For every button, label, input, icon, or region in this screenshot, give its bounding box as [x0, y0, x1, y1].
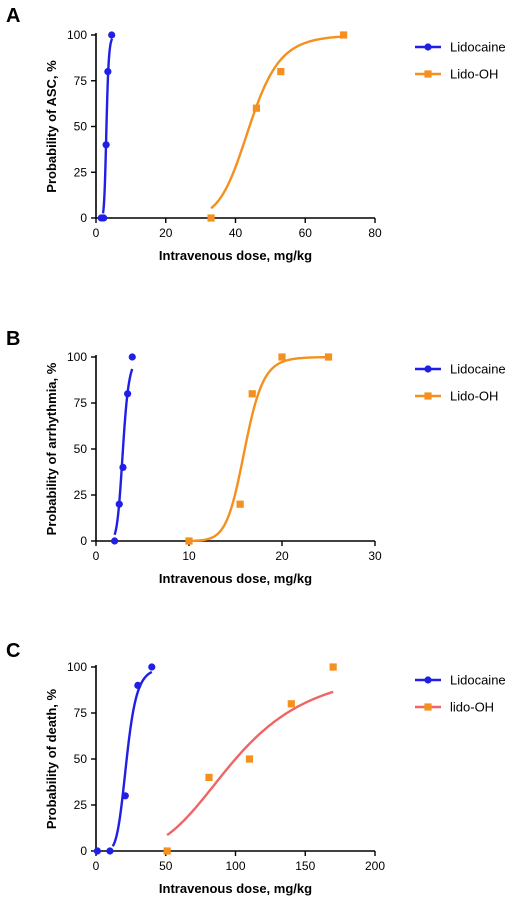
panel-letter: A [6, 5, 20, 27]
data-point [102, 141, 110, 149]
legend-label: Lidocaine [450, 40, 506, 55]
data-point [207, 214, 215, 222]
legend-label: Lido-OH [450, 67, 498, 82]
legend-label: Lido-OH [450, 389, 498, 404]
y-tick-label: 0 [80, 534, 87, 548]
x-tick-label: 20 [275, 549, 289, 563]
fit-curve [188, 355, 329, 543]
x-tick-label: 20 [159, 226, 173, 240]
x-tick-label: 10 [182, 549, 196, 563]
x-tick-label: 0 [93, 226, 100, 240]
data-point [106, 847, 114, 855]
y-tick-label: 0 [80, 844, 87, 858]
x-tick-label: 50 [159, 859, 173, 873]
x-tick-label: 0 [93, 859, 100, 873]
data-point [124, 390, 132, 398]
data-point [278, 353, 286, 361]
data-point [163, 847, 171, 855]
data-point [340, 31, 348, 39]
y-tick-label: 50 [74, 442, 88, 456]
data-point [115, 500, 123, 508]
legend-marker [424, 703, 432, 711]
y-tick-label: 75 [74, 396, 88, 410]
data-point [148, 663, 156, 671]
fit-curve [101, 37, 114, 215]
y-tick-label: 50 [74, 120, 88, 134]
data-point [205, 773, 213, 781]
y-tick-label: 0 [80, 211, 87, 225]
x-tick-label: 100 [225, 859, 245, 873]
data-point [324, 353, 333, 361]
y-tick-label: 75 [74, 706, 88, 720]
x-tick-label: 60 [299, 226, 313, 240]
x-tick-label: 80 [368, 226, 382, 240]
x-tick-label: 150 [295, 859, 315, 873]
chart-panel-c: C 0 50 100 150 200 0 25 50 75 100 Intravenous dose,… [6, 640, 506, 896]
legend-marker [424, 676, 432, 684]
data-point [93, 847, 101, 855]
data-point [236, 500, 244, 508]
legend-label: Lidocaine [450, 362, 506, 377]
data-point [121, 792, 129, 800]
data-point [100, 214, 108, 222]
data-point [111, 537, 119, 545]
panel-letter: C [6, 640, 20, 662]
x-tick-label: 0 [93, 549, 100, 563]
y-tick-label: 100 [67, 28, 87, 42]
y-tick-label: 25 [74, 488, 88, 502]
fit-curve [166, 690, 334, 837]
legend-marker [424, 392, 432, 400]
y-tick-label: 100 [67, 660, 87, 674]
fit-curve [111, 670, 153, 847]
series-lidocaine [93, 663, 156, 855]
x-tick-label: 200 [365, 859, 385, 873]
x-tick-label: 30 [368, 549, 382, 563]
data-point [277, 68, 285, 76]
data-point [128, 353, 136, 361]
data-point [248, 390, 256, 398]
y-tick-label: 25 [74, 165, 88, 179]
legend-label: Lidocaine [450, 673, 506, 688]
y-tick-label: 100 [67, 350, 87, 364]
data-point [108, 31, 116, 39]
data-point [134, 681, 142, 690]
x-tick-label: 40 [229, 226, 243, 240]
y-axis-label: Probability of ASC, % [44, 60, 59, 193]
data-point [119, 463, 127, 471]
y-tick-label: 75 [74, 74, 88, 88]
x-axis-label: Intravenous dose, mg/kg [159, 881, 312, 896]
data-point [329, 663, 337, 671]
y-tick-label: 50 [74, 752, 88, 766]
y-axis-label: Probability of death, % [44, 688, 59, 829]
data-point [245, 755, 254, 763]
series-lido-oh [207, 31, 348, 222]
legend-marker [424, 70, 432, 78]
data-point [104, 68, 112, 76]
chart-panel-a: A 0 20 40 60 80 0 25 50 75 100 Intravenous dose, mg… [6, 5, 506, 263]
y-axis-label: Probability of arrhythmia, % [44, 362, 59, 535]
chart-panel-b: B 0 10 20 30 0 25 50 75 100 Intravenous dose, mg/k… [6, 328, 506, 586]
x-axis-label: Intravenous dose, mg/kg [159, 571, 312, 586]
panel-letter: B [6, 328, 20, 350]
x-axis-label: Intravenous dose, mg/kg [159, 248, 312, 263]
data-point [252, 104, 261, 112]
data-point [185, 537, 193, 545]
data-point [287, 700, 295, 708]
y-tick-label: 25 [74, 798, 88, 812]
series-lido-oh [163, 663, 337, 855]
legend-marker [424, 43, 432, 51]
series-lido-oh [185, 353, 333, 545]
series-lidocaine [111, 353, 136, 545]
series-lidocaine [97, 31, 116, 222]
fit-curve [113, 368, 134, 536]
fit-curve [210, 35, 344, 210]
legend-marker [424, 365, 432, 373]
legend-label: lido-OH [450, 700, 494, 715]
